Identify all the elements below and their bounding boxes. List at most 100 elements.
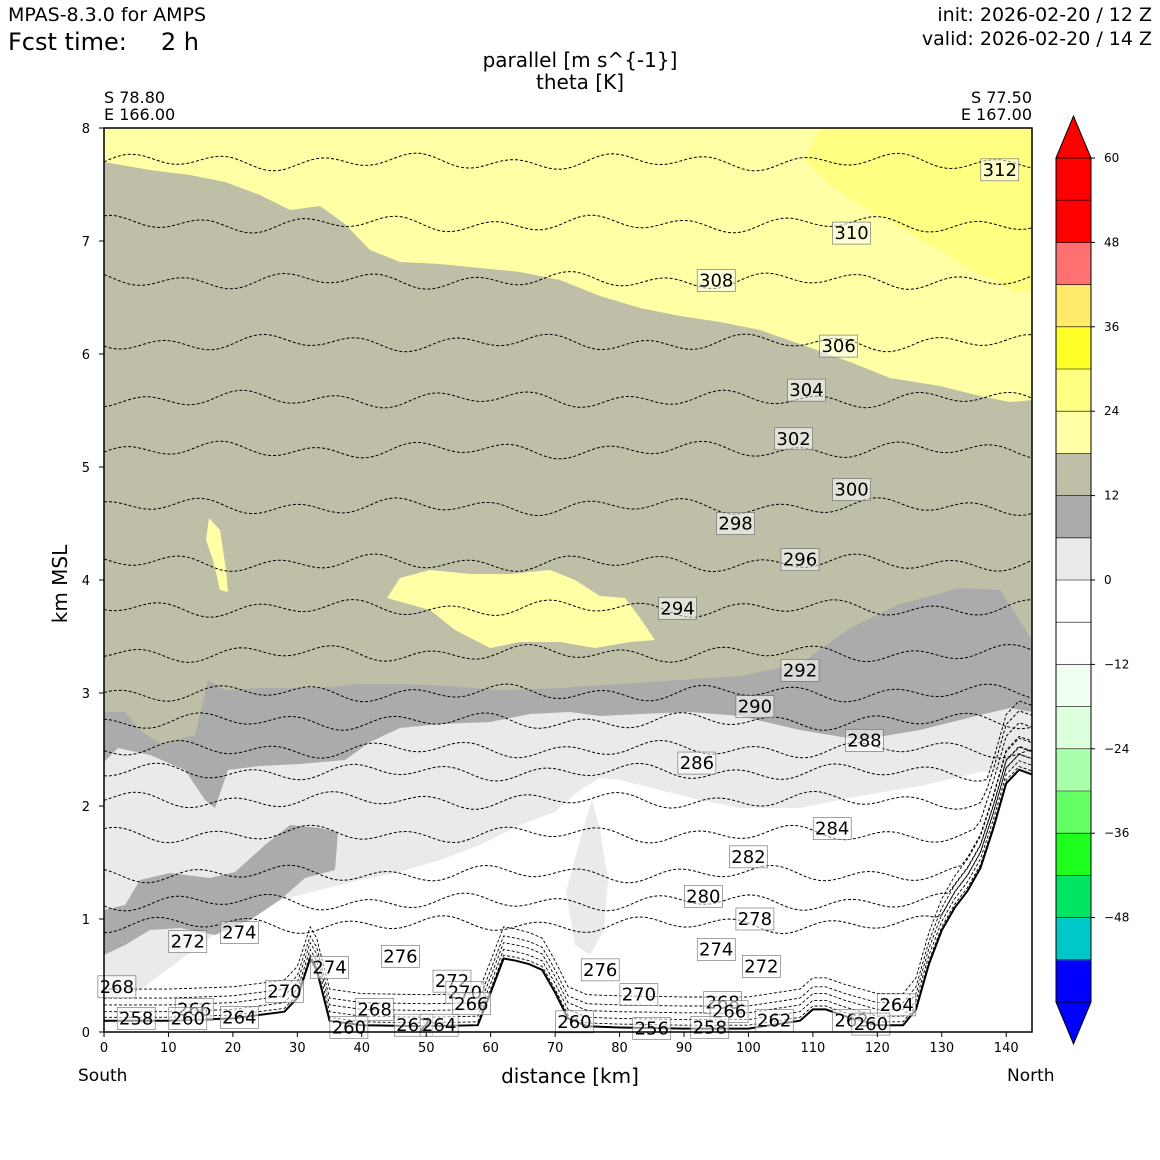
- contour-label: 286: [677, 751, 717, 775]
- x-axis-label: distance [km]: [501, 1064, 639, 1088]
- y-tick: 1: [82, 913, 104, 928]
- contour-label-text: 270: [622, 985, 656, 1006]
- contour-label-text: 270: [267, 981, 301, 1002]
- contour-label: 260: [168, 1007, 208, 1030]
- contour-label-text: 312: [983, 160, 1017, 181]
- theta-contour-282: [104, 722, 1032, 844]
- colorbar-tick-label: 48: [1104, 235, 1119, 249]
- contour-label-text: 264: [422, 1015, 456, 1036]
- theta-contour-276: [104, 753, 1032, 935]
- contour-label: 274: [220, 921, 259, 944]
- colorbar-segment: [1056, 495, 1091, 539]
- y-tick: 5: [82, 461, 104, 476]
- theta-contour-304: [104, 389, 1032, 409]
- contour-label-text: 264: [879, 995, 913, 1016]
- y-tick: 7: [82, 235, 104, 250]
- colorbar-tick-label: 12: [1104, 489, 1119, 503]
- x-tick-label: 110: [800, 1041, 825, 1056]
- contour-label: 302: [774, 427, 813, 451]
- x-tick-label: 100: [736, 1041, 761, 1056]
- x-tick: 20: [225, 1032, 241, 1056]
- colorbar-segment: [1056, 833, 1091, 876]
- contour-label: 272: [742, 955, 781, 978]
- contour-label-text: 294: [660, 598, 694, 619]
- y-tick: 4: [82, 574, 104, 589]
- contour-label: 258: [690, 1016, 730, 1039]
- contour-label: 260: [555, 1010, 594, 1034]
- contour-label-text: 266: [454, 994, 488, 1015]
- colorbar-tick-label: −48: [1104, 911, 1129, 925]
- colorbar-segment: [1056, 284, 1091, 328]
- contour-label-text: 256: [635, 1019, 669, 1040]
- colorbar-tick-label: −36: [1104, 826, 1129, 840]
- contour-label-text: 264: [222, 1007, 256, 1028]
- x-tick: 140: [994, 1032, 1019, 1056]
- contour-label: 268: [97, 975, 137, 999]
- colorbar-segment: [1056, 537, 1091, 581]
- contour-label-text: 276: [583, 960, 617, 981]
- x-tick: 70: [547, 1032, 563, 1056]
- x-tick-label: 140: [994, 1041, 1019, 1056]
- init-time: init: 2026-02-20 / 12 Z: [937, 4, 1152, 26]
- contour-label: 312: [980, 158, 1020, 182]
- contour-label: 288: [845, 729, 884, 752]
- contour-label-text: 262: [757, 1011, 791, 1032]
- contour-label: 256: [632, 1017, 672, 1040]
- contour-label: 308: [696, 269, 736, 292]
- y-tick-label: 7: [82, 235, 90, 250]
- contour-label-text: 276: [383, 946, 417, 967]
- colorbar-segment: [1056, 748, 1091, 792]
- contour-label: 298: [716, 512, 755, 535]
- theta-contour-308: [104, 271, 1032, 290]
- contour-label: 304: [787, 378, 826, 402]
- contour-label: 282: [729, 845, 768, 869]
- colorbar-over-triangle: [1055, 114, 1092, 159]
- colorbar-tick-label: −12: [1104, 657, 1129, 671]
- contour-label-text: 282: [731, 847, 765, 868]
- theta-contour-low: [104, 737, 1032, 998]
- x-tick-label: 50: [418, 1041, 435, 1056]
- contour-label: 296: [780, 548, 820, 571]
- x-tick: 40: [354, 1032, 370, 1056]
- contour-label-text: 286: [680, 753, 714, 774]
- contour-label: 260: [329, 1016, 369, 1039]
- terrain-fill: [104, 769, 1032, 1032]
- colorbar-tick-label: 36: [1104, 320, 1119, 334]
- forecast-time-value: 2 h: [160, 28, 199, 56]
- x-tick-label: 60: [482, 1041, 499, 1056]
- contour-label: 264: [877, 993, 916, 1017]
- contour-label-text: 300: [834, 480, 868, 501]
- plot-area: [104, 128, 1032, 1032]
- contour-label-text: 278: [738, 909, 772, 930]
- contour-label: 262: [754, 1009, 794, 1033]
- y-tick: 2: [82, 800, 104, 815]
- contour-label-text: 260: [854, 1014, 888, 1035]
- colorbar-segment: [1056, 158, 1091, 201]
- theta-contour-low: [104, 746, 1032, 1007]
- x-tick: 110: [800, 1032, 825, 1056]
- x-tick: 0: [100, 1032, 108, 1056]
- colorbar-under-triangle: [1055, 1001, 1092, 1046]
- colorbar-segment: [1056, 369, 1091, 412]
- shade-pale-yellow-mid: [387, 570, 655, 648]
- x-tick: 120: [865, 1032, 890, 1056]
- contour-label: 270: [619, 983, 659, 1007]
- contour-label-text: 308: [699, 271, 733, 292]
- contour-label-text: 290: [738, 697, 772, 718]
- x-tick-label: 0: [100, 1041, 108, 1056]
- colorbar-segment: [1056, 706, 1091, 750]
- y-axis-ticks: 0 1 2 3 4 5 6 7 8: [82, 122, 104, 1041]
- x-tick-label: 30: [289, 1041, 306, 1056]
- contour-label: 294: [658, 596, 697, 620]
- contour-label-text: 274: [222, 923, 256, 944]
- contour-label: 264: [220, 1006, 259, 1029]
- y-tick: 3: [82, 687, 104, 702]
- y-tick-label: 5: [82, 461, 90, 476]
- theta-contour-284: [104, 710, 1032, 810]
- theta-contour-294: [104, 643, 1032, 663]
- x-tick-label: 90: [676, 1041, 693, 1056]
- contour-label-text: 272: [171, 932, 205, 953]
- shade-light-gray-tongue: [566, 800, 608, 955]
- contour-label: 266: [452, 992, 491, 1016]
- contour-label: 258: [116, 1007, 156, 1030]
